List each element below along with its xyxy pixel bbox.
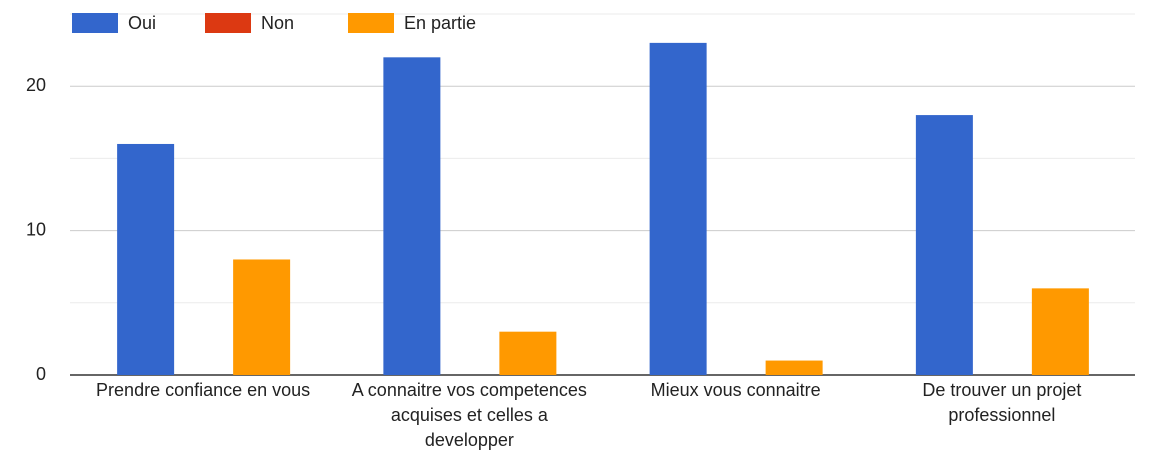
legend-label: Oui xyxy=(128,13,156,33)
x-tick-label: A connaitre vos competences acquises et … xyxy=(351,380,587,450)
bar xyxy=(499,331,557,375)
legend-label: En partie xyxy=(404,13,476,33)
bar xyxy=(765,360,823,375)
legend-swatch xyxy=(72,13,118,33)
legend-swatch xyxy=(205,13,251,33)
x-tick-label: Mieux vous connaitre xyxy=(650,380,821,400)
bar xyxy=(233,259,291,375)
bar xyxy=(383,57,441,375)
y-tick-label: 0 xyxy=(36,364,46,384)
x-tick-label: Prendre confiance en vous xyxy=(96,380,311,400)
bar xyxy=(117,143,175,375)
legend-label: Non xyxy=(261,13,294,33)
bar xyxy=(915,115,973,375)
x-tick-label: De trouver un projet professionnel xyxy=(922,380,1082,425)
bar xyxy=(649,42,707,375)
y-tick-label: 10 xyxy=(26,219,46,239)
y-tick-label: 20 xyxy=(26,75,46,95)
legend-swatch xyxy=(348,13,394,33)
bar xyxy=(1031,288,1089,375)
